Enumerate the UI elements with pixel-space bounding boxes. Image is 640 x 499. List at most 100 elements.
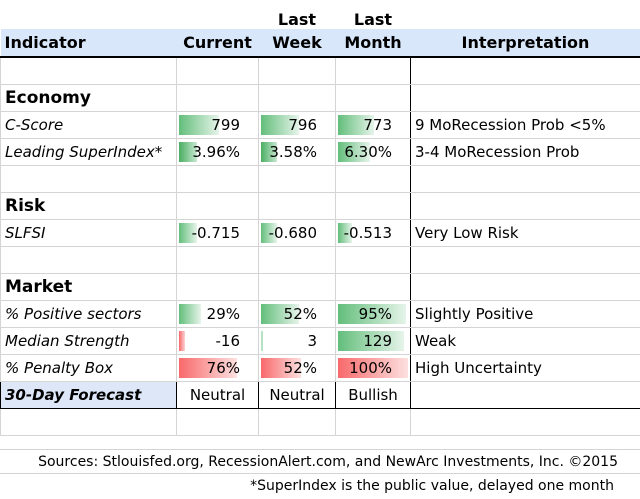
- positive-current: 29%: [176, 299, 259, 328]
- empty-cell: [410, 56, 640, 85]
- header-interpretation-top: [410, 0, 640, 29]
- empty-cell: [410, 191, 640, 220]
- data-bar: [179, 303, 201, 324]
- leading-interpretation: 3-4 MoRecession Prob: [410, 137, 640, 166]
- superindex-note: *SuperIndex is the public value, delayed…: [0, 473, 640, 498]
- forecast-last-month: Bullish: [335, 380, 411, 409]
- header-row: Indicator Current Week Month Interpretat…: [0, 29, 640, 58]
- median-interpretation: Weak: [410, 326, 640, 355]
- cell-value: -16: [215, 331, 241, 350]
- data-bar: [261, 114, 299, 135]
- empty-cell: [258, 407, 336, 436]
- cell-value: 799: [211, 115, 240, 134]
- header-last-month-top: Last: [335, 0, 411, 29]
- median-current: -16: [176, 326, 259, 355]
- table-row-median: Median Strength -16 3 129 Weak: [0, 326, 640, 355]
- data-bar: [338, 141, 370, 162]
- data-bar: [261, 357, 301, 378]
- penalty-interpretation: High Uncertainty: [410, 353, 640, 382]
- data-bar: [338, 357, 408, 378]
- data-bar: [338, 222, 352, 243]
- empty-cell: [176, 56, 259, 85]
- table-row-penalty: % Penalty Box 76% 52% 100% High Uncertai…: [0, 353, 640, 382]
- data-bar: [261, 330, 263, 351]
- empty-cell: [176, 164, 259, 193]
- label-penalty: % Penalty Box: [0, 353, 177, 382]
- spacer-row: [0, 407, 640, 436]
- label-cscore: C-Score: [0, 110, 177, 139]
- data-bar: [179, 330, 185, 351]
- slfsi-interpretation: Very Low Risk: [410, 218, 640, 247]
- header-interpretation: Interpretation: [410, 29, 640, 58]
- section-row-economy: Economy: [0, 83, 640, 112]
- leading-current: 3.96%: [176, 137, 259, 166]
- empty-cell: [0, 56, 177, 85]
- leading-last-week: 3.58%: [258, 137, 336, 166]
- header-last-week-top: Last: [258, 0, 336, 29]
- cell-value: 3.96%: [192, 142, 240, 161]
- empty-cell: [176, 191, 259, 220]
- slfsi-last-week: -0.680: [258, 218, 336, 247]
- cscore-current: 799: [176, 110, 259, 139]
- sources-note: Sources: Stlouisfed.org, RecessionAlert.…: [0, 449, 640, 473]
- empty-cell: [0, 164, 177, 193]
- data-bar: [261, 222, 277, 243]
- cell-value: 3.58%: [269, 142, 317, 161]
- cell-value: 3: [307, 331, 317, 350]
- empty-cell: [410, 407, 640, 436]
- positive-last-week: 52%: [258, 299, 336, 328]
- header-current: Current: [176, 29, 259, 58]
- cell-value: 796: [288, 115, 317, 134]
- label-slfsi: SLFSI: [0, 218, 177, 247]
- empty-cell: [335, 407, 411, 436]
- cell-value: 52%: [283, 304, 317, 323]
- section-market: Market: [0, 272, 177, 301]
- cscore-interpretation: 9 MoRecession Prob <5%: [410, 110, 640, 139]
- spacer-row: [0, 164, 640, 193]
- data-bar: [179, 222, 197, 243]
- cell-value: -0.715: [191, 223, 240, 242]
- cell-value: 129: [363, 331, 392, 350]
- empty-cell: [258, 56, 336, 85]
- section-economy: Economy: [0, 83, 177, 112]
- label-median: Median Strength: [0, 326, 177, 355]
- empty-cell: [0, 245, 177, 274]
- empty-cell: [258, 245, 336, 274]
- header-last-month: Month: [335, 29, 411, 58]
- empty-cell: [410, 245, 640, 274]
- data-bar: [179, 114, 219, 135]
- empty-cell: [410, 272, 640, 301]
- slfsi-last-month: -0.513: [335, 218, 411, 247]
- cell-value: 6.30%: [344, 142, 392, 161]
- section-row-market: Market: [0, 272, 640, 301]
- slfsi-current: -0.715: [176, 218, 259, 247]
- data-bar: [179, 357, 237, 378]
- cell-value: -0.680: [268, 223, 317, 242]
- empty-cell: [0, 407, 177, 436]
- empty-cell: [176, 407, 259, 436]
- data-bar: [338, 330, 404, 351]
- indicator-table: Last Last Indicator Current Week Month I…: [0, 0, 640, 436]
- table-row-cscore: C-Score 799 796 773 9 MoRecession Prob <…: [0, 110, 640, 139]
- cell-value: -0.513: [343, 223, 392, 242]
- empty-cell: [258, 272, 336, 301]
- header-indicator: Indicator: [0, 29, 177, 58]
- empty-cell: [410, 164, 640, 193]
- label-positive: % Positive sectors: [0, 299, 177, 328]
- cell-value: 76%: [206, 358, 240, 377]
- cell-value: 100%: [349, 358, 392, 377]
- cell-value: 95%: [358, 304, 392, 323]
- table-row-slfsi: SLFSI -0.715 -0.680 -0.513 Very Low Risk: [0, 218, 640, 247]
- penalty-current: 76%: [176, 353, 259, 382]
- table-row-leading: Leading SuperIndex* 3.96% 3.58% 6.30% 3-…: [0, 137, 640, 166]
- empty-cell: [176, 83, 259, 112]
- section-row-risk: Risk: [0, 191, 640, 220]
- empty-cell: [335, 272, 411, 301]
- empty-cell: [258, 191, 336, 220]
- empty-cell: [176, 272, 259, 301]
- forecast-current: Neutral: [176, 380, 259, 409]
- section-risk: Risk: [0, 191, 177, 220]
- cscore-last-month: 773: [335, 110, 411, 139]
- data-bar: [179, 141, 197, 162]
